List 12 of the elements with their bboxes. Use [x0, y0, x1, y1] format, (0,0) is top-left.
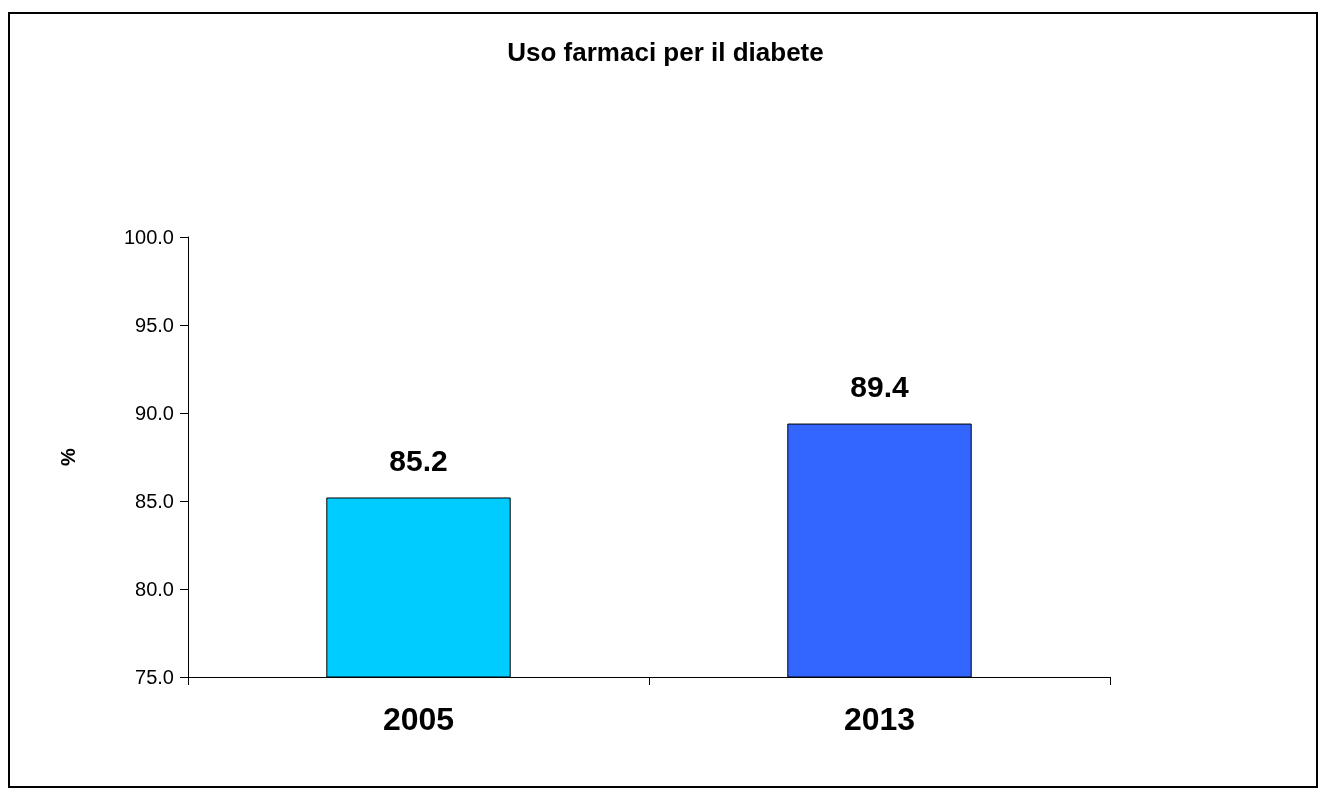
chart-title: Uso farmaci per il diabete	[507, 37, 824, 67]
y-tick-label: 85.0	[135, 490, 174, 512]
x-tick-label: 2005	[382, 701, 455, 737]
y-tick-label: 75.0	[135, 666, 174, 688]
y-axis-title: %	[57, 447, 79, 466]
x-tick-label: 2013	[843, 701, 916, 737]
y-tick-label: 100.0	[123, 226, 174, 248]
data-label: 89.4	[850, 370, 910, 404]
y-tick-label: 95.0	[135, 314, 174, 336]
data-label: 85.2	[389, 443, 448, 477]
y-tick-label: 80.0	[135, 578, 174, 600]
y-tick-label: 90.0	[135, 402, 174, 424]
